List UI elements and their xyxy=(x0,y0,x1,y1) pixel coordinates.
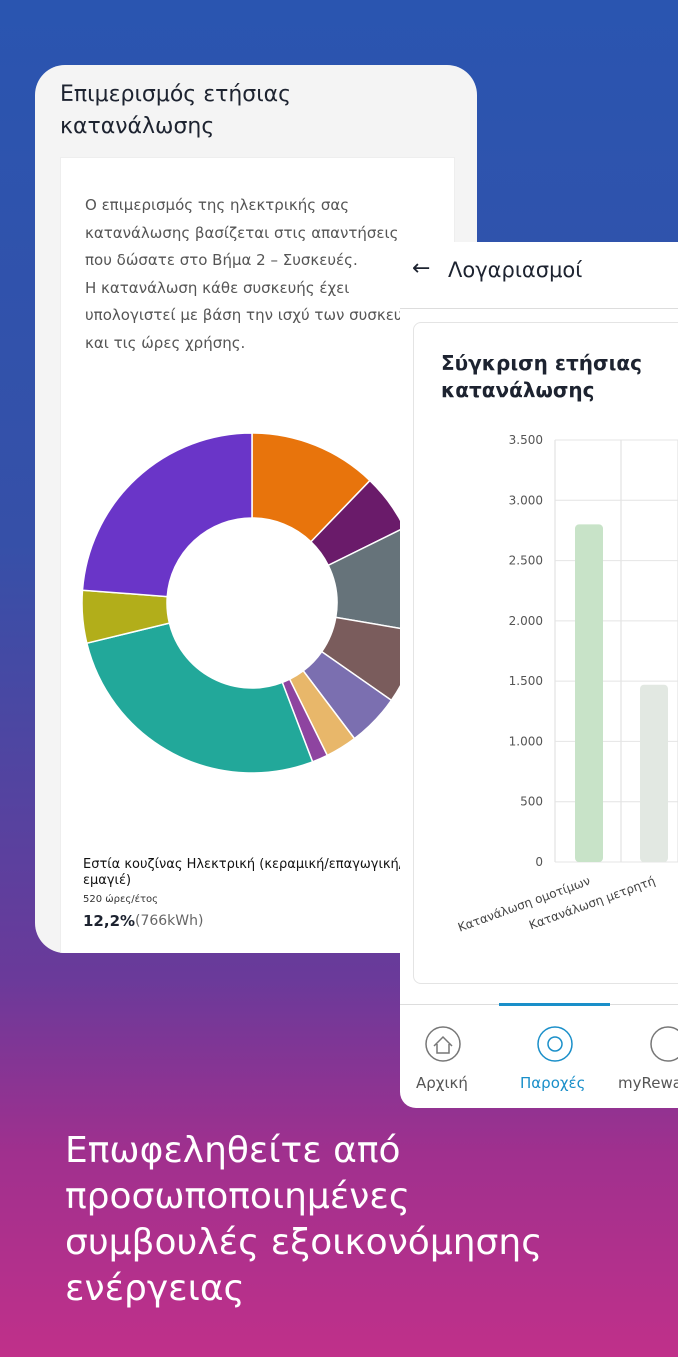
description: Ο επιμερισμός της ηλεκτρικής σας κατανάλω… xyxy=(85,192,423,357)
selected-energy: (766kWh) xyxy=(135,913,204,929)
bills-card: ← Λογαριασμοί Σύγκριση ετήσιας κατανάλωσ… xyxy=(400,242,678,1108)
card-title: Επιμερισμός ετήσιας κατανάλωσης xyxy=(60,82,292,139)
y-tick-label: 0 xyxy=(535,855,543,869)
donut-chart xyxy=(81,432,423,774)
nav-rewards[interactable]: myRewards xyxy=(618,1074,678,1092)
y-tick-label: 1.500 xyxy=(509,674,543,688)
chart-title: Σύγκριση ετήσιας κατανάλωσης xyxy=(441,351,642,402)
description-line: και τις ώρες χρήσης. xyxy=(85,333,246,352)
promo-text: Επωφεληθείτε από προσωποποιημένες συμβουλέ… xyxy=(65,1128,542,1312)
description-line: κατανάλωσης βασίζεται στις απαντήσεις xyxy=(85,223,399,242)
description-line: Η κατανάλωση κάθε συσκευής έχει xyxy=(85,278,350,297)
promo-line: ενέργειας xyxy=(65,1268,245,1309)
description-line: που δώσατε στο Βήμα 2 – Συσκευές. xyxy=(85,251,358,269)
selected-hours: 520 ώρες/έτος xyxy=(83,894,159,905)
description-line: υπολογιστεί με βάση την ισχύ των συσκευώ… xyxy=(85,306,424,324)
nav-home[interactable]: Αρχική xyxy=(416,1074,468,1092)
chart-card xyxy=(413,322,678,984)
y-tick-label: 2.000 xyxy=(509,614,543,628)
bar xyxy=(575,524,603,862)
y-tick-label: 3.000 xyxy=(509,493,543,507)
y-tick-label: 1.000 xyxy=(509,734,543,748)
y-tick-label: 3.500 xyxy=(509,433,543,447)
description-line: Ο επιμερισμός της ηλεκτρικής σας xyxy=(85,196,350,214)
promo-line: συμβουλές εξοικονόμησης xyxy=(65,1222,543,1263)
header-title: Λογαριασμοί xyxy=(448,258,583,282)
back-arrow[interactable]: ← xyxy=(412,256,431,281)
bar-chart: 05001.0001.5002.0002.5003.0003.500Κατανά… xyxy=(456,433,678,935)
donut-segment xyxy=(85,622,314,774)
promo-line: Επωφεληθείτε από xyxy=(65,1130,401,1171)
nav-icons xyxy=(425,1026,678,1062)
selected-percent: 12,2% xyxy=(83,912,136,930)
y-tick-label: 2.500 xyxy=(509,554,543,568)
y-tick-label: 500 xyxy=(520,795,543,809)
selected-name: Εστία κουζίνας Ηλεκτρική (κεραμική/επαγω… xyxy=(83,857,404,888)
nav-offers[interactable]: Παροχές xyxy=(520,1074,586,1092)
separator xyxy=(400,308,678,309)
promo-line: προσωποποιημένες xyxy=(65,1176,410,1217)
donut-segment xyxy=(81,432,253,598)
active-tab-indicator xyxy=(499,1003,610,1006)
bar xyxy=(640,684,668,862)
